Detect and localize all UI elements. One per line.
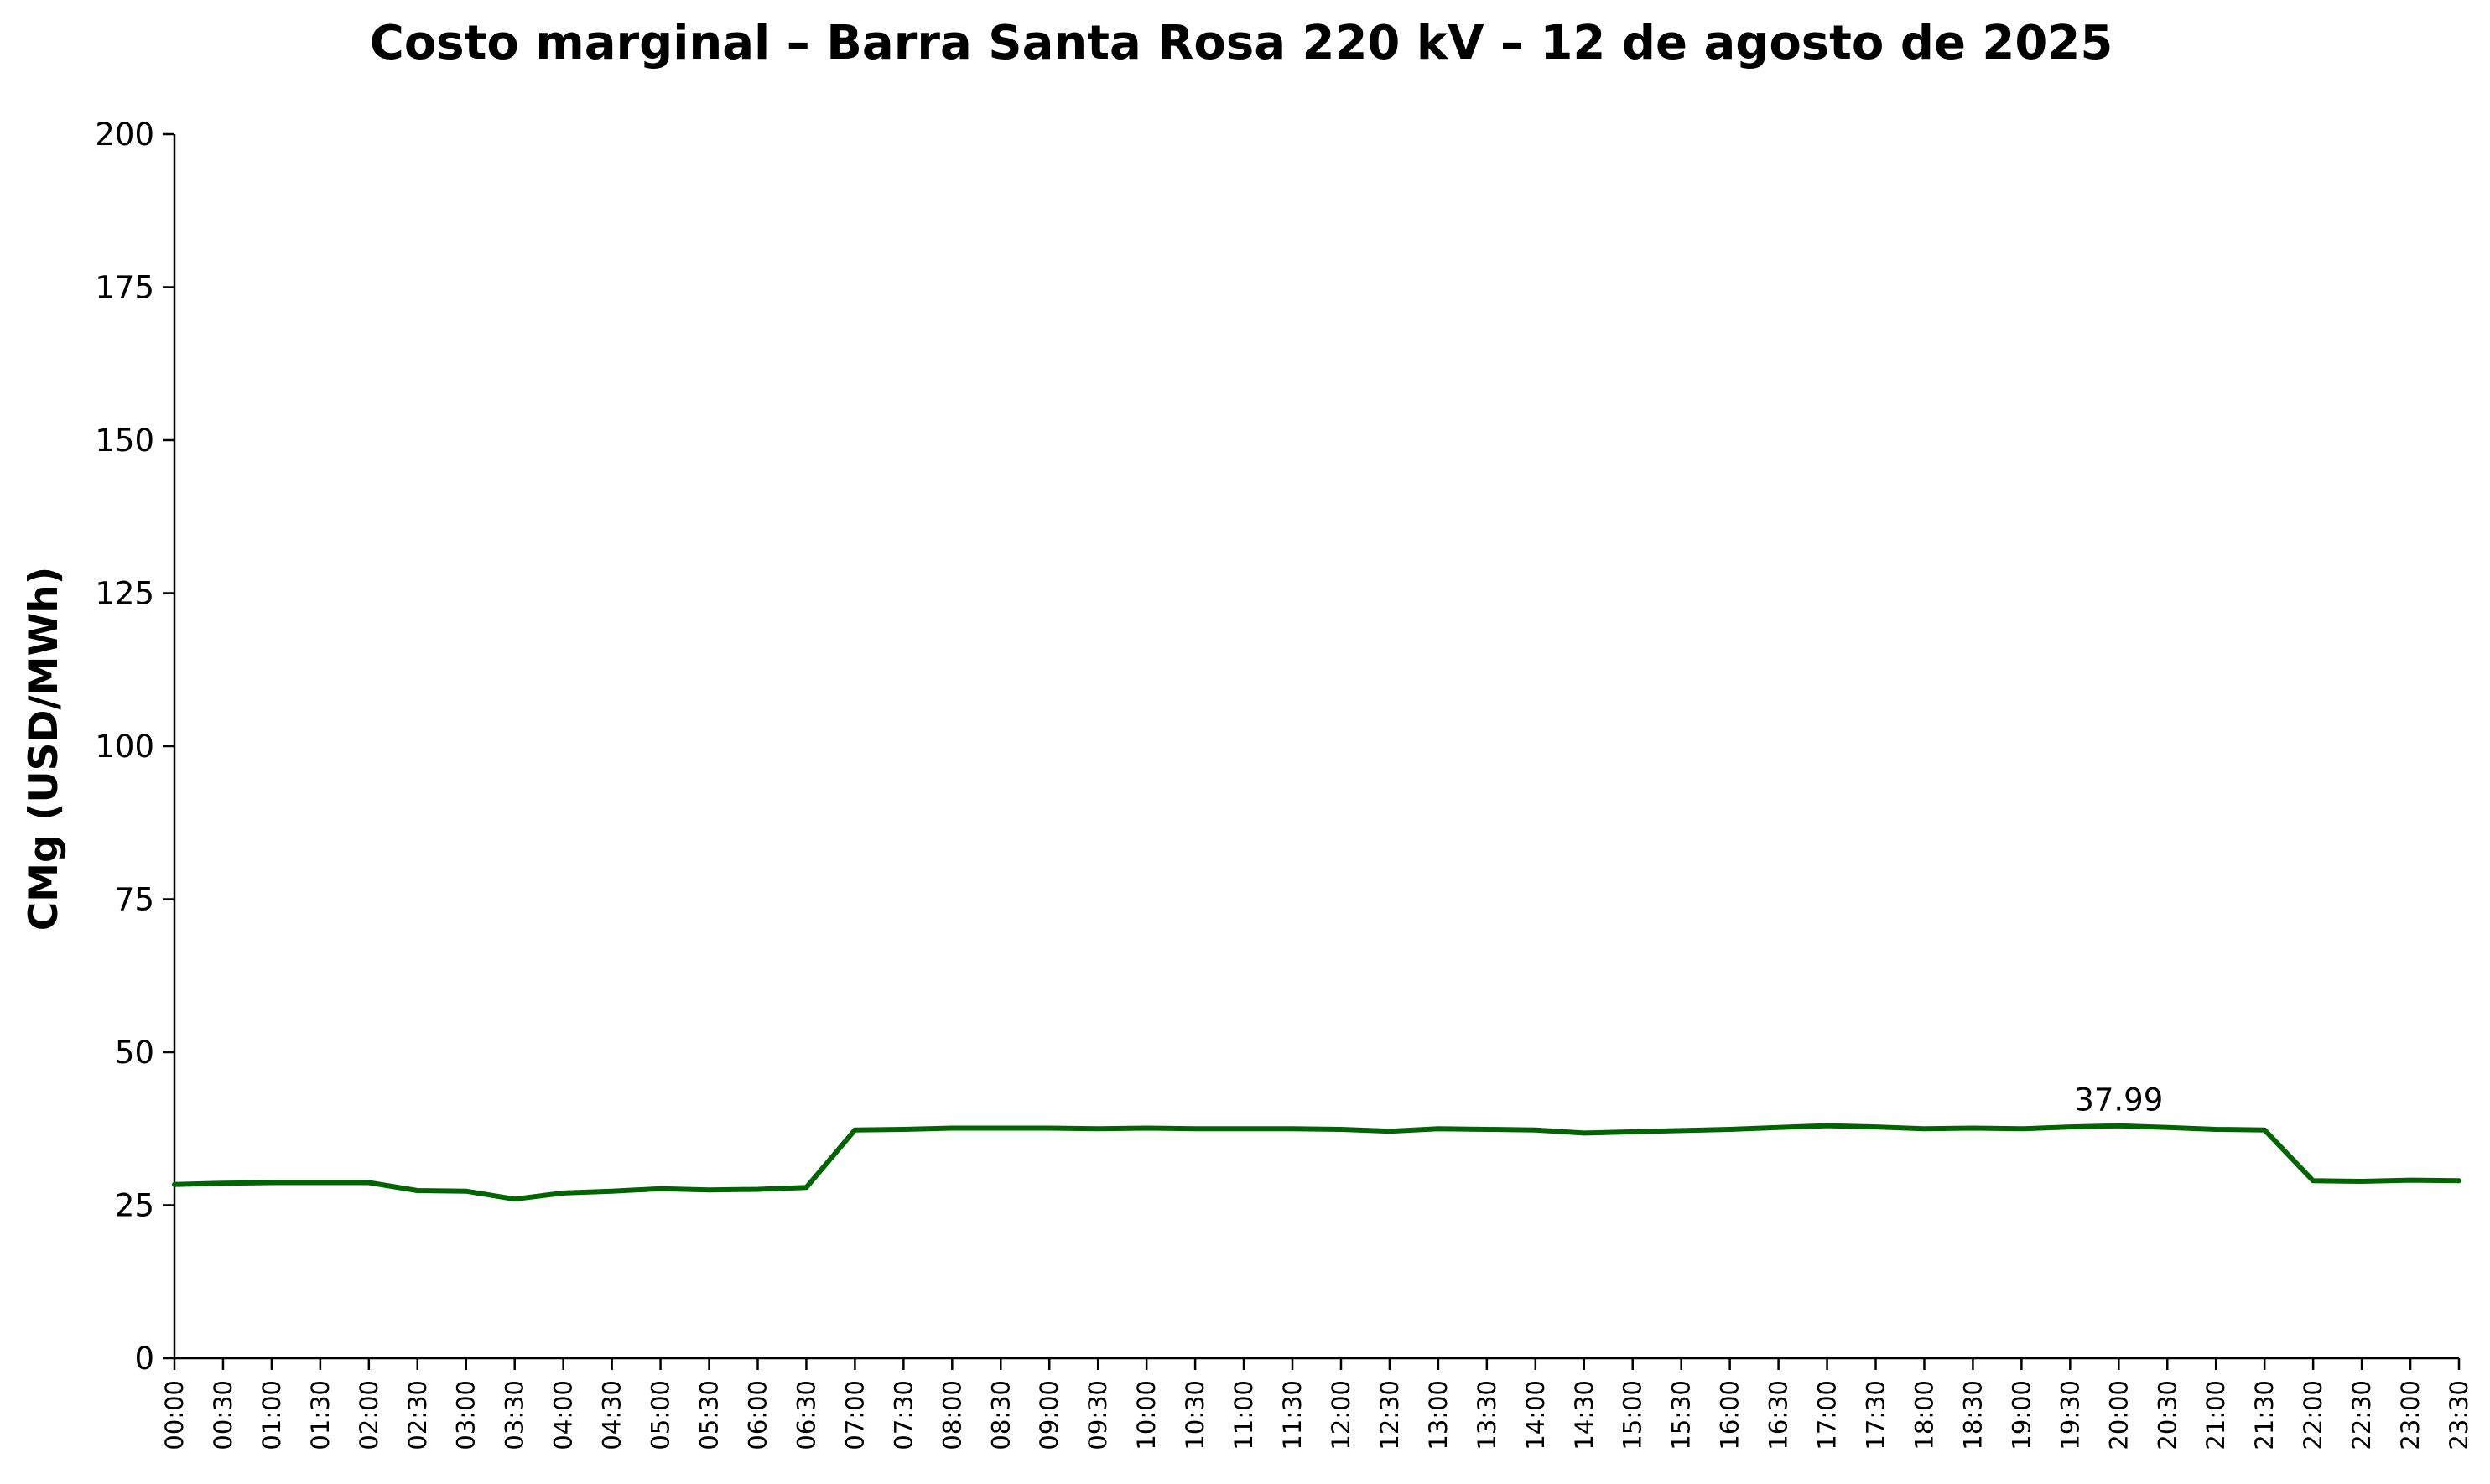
x-tick-label: 11:30: [1278, 1380, 1307, 1450]
x-tick-label: 14:30: [1570, 1380, 1598, 1450]
x-tick-label: 22:00: [2299, 1380, 2327, 1450]
x-tick-label: 12:00: [1327, 1380, 1355, 1450]
x-tick-label: 00:00: [160, 1380, 189, 1450]
x-tick-label: 07:30: [889, 1380, 918, 1450]
y-tick-label: 150: [95, 423, 154, 459]
x-tick-label: 19:30: [2056, 1380, 2084, 1450]
x-tick-label: 14:00: [1521, 1380, 1550, 1450]
annotations: 37.99: [2074, 1082, 2163, 1118]
x-tick-label: 06:30: [792, 1380, 820, 1450]
x-tick-label: 19:00: [2007, 1380, 2035, 1450]
x-tick-label: 22:30: [2347, 1380, 2376, 1450]
x-tick-label: 08:00: [938, 1380, 966, 1450]
x-tick-label: 10:30: [1181, 1380, 1209, 1450]
y-tick-label: 75: [115, 882, 154, 918]
series-group: [172, 1123, 2461, 1202]
x-tick-label: 20:30: [2153, 1380, 2181, 1450]
x-tick-label: 16:30: [1765, 1380, 1793, 1450]
x-tick-label: 05:30: [695, 1380, 724, 1450]
x-tick-label: 21:00: [2201, 1380, 2230, 1450]
y-tick-label: 50: [115, 1035, 154, 1071]
x-tick-label: 03:00: [452, 1380, 481, 1450]
y-tick-label: 0: [134, 1341, 154, 1377]
y-tick-label: 25: [115, 1188, 154, 1224]
x-tick-label: 02:30: [403, 1380, 432, 1450]
x-tick-label: 02:00: [355, 1380, 383, 1450]
y-axis-label: CMg (USD/MWh): [21, 567, 67, 931]
x-tick-label: 01:30: [306, 1380, 335, 1450]
x-tick-label: 04:00: [549, 1380, 578, 1450]
y-tick-label: 200: [95, 117, 154, 153]
x-tick-label: 18:30: [1958, 1380, 1987, 1450]
y-tick-label: 100: [95, 729, 154, 765]
x-tick-label: 03:30: [501, 1380, 529, 1450]
y-ticks: 0 25 50 75 100 125 150 175 200: [95, 117, 174, 1377]
x-tick-label: 10:00: [1132, 1380, 1161, 1450]
x-tick-label: 04:30: [598, 1380, 626, 1450]
x-tick-label: 18:00: [1910, 1380, 1938, 1450]
x-tick-label: 15:00: [1619, 1380, 1647, 1450]
axes: [173, 134, 2459, 1360]
x-tick-label: 15:30: [1667, 1380, 1696, 1450]
x-tick-label: 08:30: [986, 1380, 1015, 1450]
x-tick-label: 12:30: [1375, 1380, 1404, 1450]
y-tick-label: 125: [95, 576, 154, 612]
series-line: [172, 1123, 2461, 1202]
x-tick-label: 11:00: [1229, 1380, 1258, 1450]
x-tick-label: 21:30: [2250, 1380, 2279, 1450]
x-tick-label: 07:00: [840, 1380, 869, 1450]
x-tick-label: 13:00: [1424, 1380, 1453, 1450]
x-ticks: 00:00 00:30 01:00 01:30 02:00 02:30 03:00 03:30…: [160, 1358, 2473, 1450]
x-tick-label: 09:30: [1084, 1380, 1112, 1450]
x-tick-label: 17:30: [1862, 1380, 1890, 1450]
x-tick-label: 01:00: [257, 1380, 286, 1450]
x-tick-label: 16:00: [1716, 1380, 1744, 1450]
x-tick-label: 05:00: [647, 1380, 675, 1450]
x-tick-label: 13:30: [1473, 1380, 1501, 1450]
data-label: 37.99: [2074, 1082, 2163, 1118]
x-tick-label: 23:30: [2445, 1380, 2473, 1450]
x-tick-label: 23:00: [2396, 1380, 2425, 1450]
x-tick-label: 00:30: [209, 1380, 237, 1450]
x-tick-label: 20:00: [2104, 1380, 2133, 1450]
x-tick-label: 17:00: [1813, 1380, 1842, 1450]
x-tick-label: 09:00: [1035, 1380, 1063, 1450]
chart-title: Costo marginal – Barra Santa Rosa 220 kV…: [370, 16, 2113, 70]
y-tick-label: 175: [95, 270, 154, 306]
x-tick-label: 06:00: [743, 1380, 772, 1450]
